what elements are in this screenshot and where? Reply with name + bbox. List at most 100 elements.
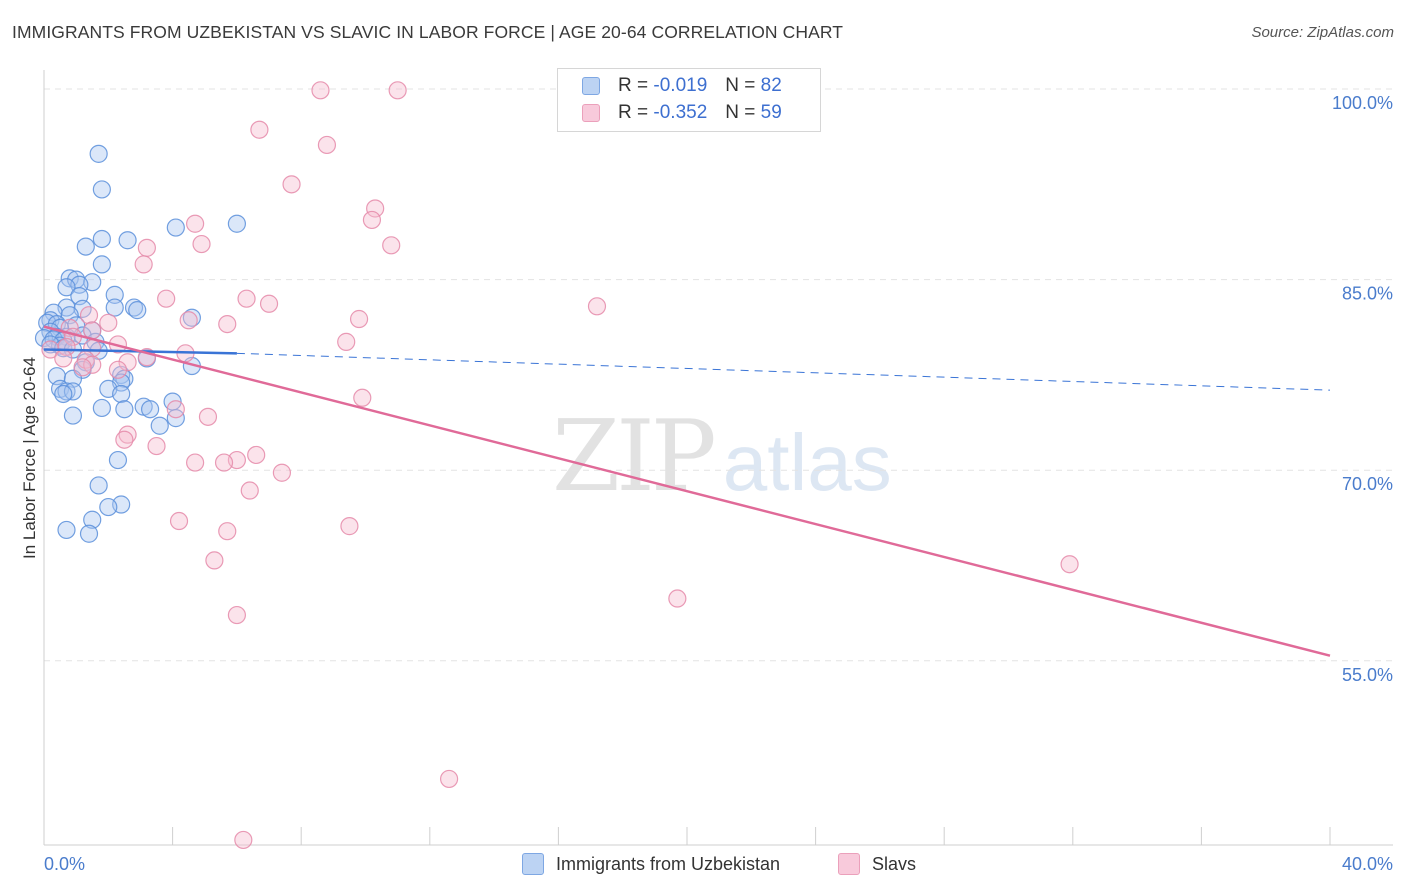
legend-swatch-uzbekistan [582,77,600,95]
bottom-legend-swatch-slavs [838,853,860,875]
series-slavs-points [41,81,1079,850]
uzbekistan-point [166,218,185,237]
uzbekistan-point [115,400,134,419]
legend-n-value-slavs: 59 [760,102,782,123]
uzbekistan-trend-line-dashed [236,352,1331,391]
slavs-point [668,589,687,608]
slavs-point [353,388,372,407]
y-tick-label-70: 70.0% [1342,474,1393,494]
uzbekistan-point [99,497,118,517]
uzbekistan-point [108,450,128,470]
slavs-point [388,81,407,100]
legend-n-label: N = [725,75,756,96]
slavs-point [237,289,256,308]
slavs-point [137,238,156,257]
x-tick-label-max: 40.0% [1342,854,1393,874]
legend-r-value-slavs: -0.352 [653,102,708,123]
chart-title: IMMIGRANTS FROM UZBEKISTAN VS SLAVIC IN … [12,22,844,42]
slavs-point [250,120,269,139]
slavs-point [234,830,253,850]
uzbekistan-point [89,144,108,163]
uzbekistan-point [57,520,76,540]
uzbekistan-point [182,308,201,327]
source-note: Source: ZipAtlas.com [1251,24,1394,41]
slavs-point [218,314,237,334]
slavs-point [439,769,459,789]
uzbekistan-point [105,285,124,304]
correlation-legend: R = -0.019 N = 82 R = -0.352 N = 59 [557,68,821,132]
tick-labels: 55.0% 70.0% 85.0% 100.0% 0.0% 40.0% [44,93,1393,874]
uzbekistan-point [150,416,169,435]
legend-row-uzbekistan: R = -0.019 N = 82 [582,74,782,98]
slavs-point [157,289,176,308]
legend-swatch-slavs [582,104,600,122]
slavs-point [227,605,246,625]
slavs-point [134,255,153,274]
slavs-point [362,210,382,230]
slavs-point [337,332,356,351]
legend-r-value-uzbekistan: -0.019 [653,75,708,96]
slavs-point [54,349,73,368]
slavs-point [259,294,279,313]
uzbekistan-point [112,384,131,404]
bottom-legend-slavs: Slavs [838,852,916,876]
uzbekistan-point [76,237,95,256]
y-tick-label-85: 85.0% [1342,284,1393,304]
slavs-point [340,517,359,536]
y-tick-label-55: 55.0% [1342,665,1393,685]
slavs-point [166,400,185,419]
axis-layer [43,70,1393,846]
bottom-legend-label-slavs: Slavs [872,853,917,874]
slavs-point [214,453,234,472]
slavs-point [272,463,292,482]
slavs-point [115,430,134,449]
uzbekistan-point [57,278,76,297]
slavs-point [79,306,99,325]
uzbekistan-point [140,400,160,419]
uzbekistan-point [92,229,111,249]
legend-r-label: R = [618,102,649,123]
uzbekistan-point [92,398,111,418]
uzbekistan-point [118,231,137,250]
slavs-point [118,353,137,372]
slavs-point [240,481,259,500]
bottom-legend-uzbekistan: Immigrants from Uzbekistan [522,852,780,876]
uzbekistan-point [63,406,83,425]
legend-r-label: R = [618,75,649,96]
uzbekistan-point [54,384,73,404]
uzbekistan-point [227,214,246,233]
legend-row-slavs: R = -0.352 N = 59 [582,101,782,125]
slavs-point [198,407,218,426]
legend-n-value-uzbekistan: 82 [760,75,782,96]
slavs-point [247,445,266,465]
slavs-point [366,199,385,218]
slavs-trend-line-solid [43,325,1331,657]
uzbekistan-point [79,524,99,543]
slavs-point [147,436,166,456]
uzbekistan-point [128,301,147,320]
slavs-point [1060,555,1079,574]
slavs-point [186,453,205,472]
slavs-point [382,236,401,255]
uzbekistan-point [92,180,111,199]
slavs-point [179,311,198,330]
uzbekistan-point [57,382,76,401]
uzbekistan-point [105,298,124,317]
slavs-point [282,175,301,194]
slavs-point [118,425,137,444]
y-tick-label-100: 100.0% [1332,93,1393,113]
x-tick-label-min: 0.0% [44,854,85,874]
slavs-point [317,135,337,155]
slavs-point [311,81,330,100]
bottom-legend-label-uzbekistan: Immigrants from Uzbekistan [556,853,781,874]
slavs-point [349,309,369,329]
bottom-legend-swatch-uzbekistan [522,853,544,875]
slavs-point [73,358,92,377]
slavs-point [99,313,118,332]
uzbekistan-point [92,255,111,274]
uzbekistan-point [83,510,102,529]
grid-layer [44,88,1393,662]
slavs-point [169,511,189,531]
slavs-point [192,234,211,254]
